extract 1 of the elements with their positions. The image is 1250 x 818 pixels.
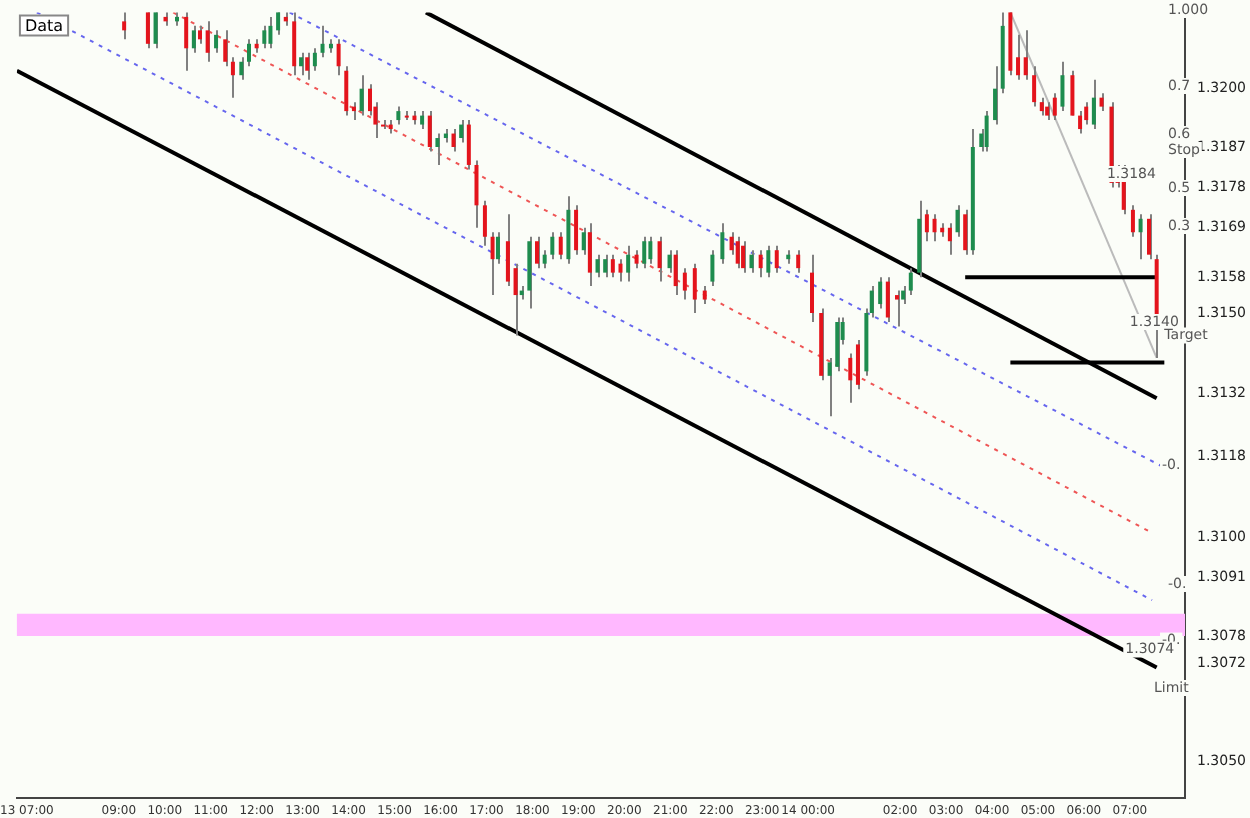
annotation: Data <box>24 16 64 35</box>
